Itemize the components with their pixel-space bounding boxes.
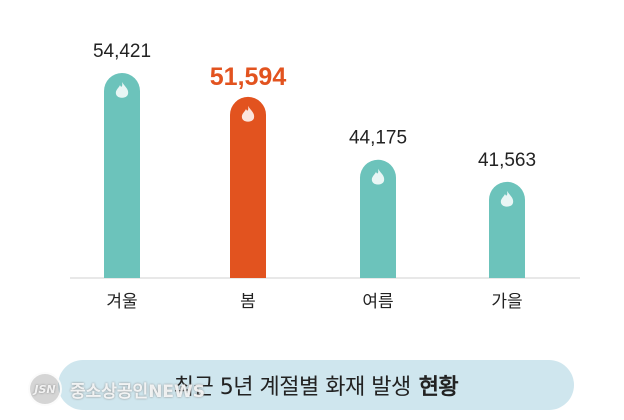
- category-label: 가을: [491, 292, 522, 312]
- category-label: 봄: [240, 292, 256, 312]
- category-label: 겨울: [106, 292, 137, 312]
- bar: [489, 181, 525, 278]
- title-bold: 현황: [418, 375, 459, 400]
- value-label: 54,421: [93, 41, 151, 62]
- flame-icon: [371, 168, 385, 185]
- flame-icon: [115, 82, 129, 98]
- watermark: JSN 중소상공인NEWS: [28, 372, 205, 406]
- watermark-text: 중소상공인NEWS: [70, 381, 206, 402]
- title-main: 최근 5년 계절별 화재 발생: [173, 375, 411, 400]
- flame-icon: [500, 190, 514, 207]
- bar-chart: 54,421 겨울 51,594 봄 44,175 여름 41,563 가을: [70, 41, 580, 312]
- value-label: 51,594: [210, 63, 287, 91]
- watermark-logo: JSN: [28, 372, 62, 406]
- chart-title: 최근 5년 계절별 화재 발생 현황: [58, 360, 574, 410]
- value-label: 41,563: [478, 150, 536, 171]
- value-label: 44,175: [349, 128, 407, 149]
- bar: [104, 73, 140, 278]
- flame-icon: [241, 105, 255, 122]
- bar: [230, 96, 266, 278]
- category-label: 여름: [362, 292, 393, 312]
- bar: [360, 159, 396, 278]
